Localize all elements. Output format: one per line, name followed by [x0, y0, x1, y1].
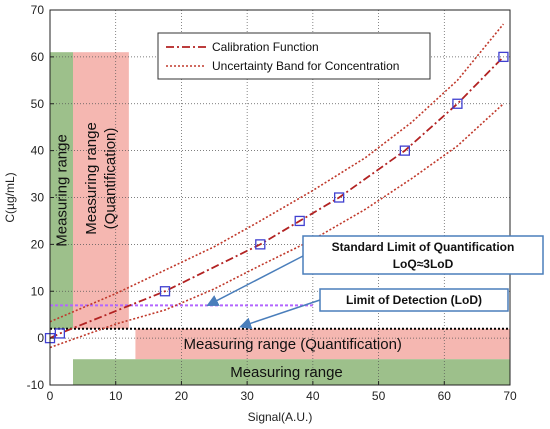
callout-lod-text: Limit of Detection (LoD) — [346, 293, 482, 307]
y-tick-label: 30 — [31, 191, 45, 205]
y-tick-label: 20 — [31, 237, 45, 251]
callout-loq-line2: LoQ≈3LoD — [393, 257, 454, 271]
region-labels: Measuring range Measuring range (Quantific… — [54, 122, 402, 381]
y-tick-label: 10 — [31, 284, 45, 298]
x-tick-label: 30 — [240, 389, 254, 403]
legend-label-uncertainty: Uncertainty Band for Concentration — [212, 59, 399, 73]
data-markers — [44, 51, 509, 344]
y-tick-label: 50 — [31, 97, 45, 111]
data-point — [333, 192, 345, 203]
uncertainty-band-upper — [49, 23, 505, 323]
y-axis-label: C(µg/mL) — [3, 172, 17, 222]
x-tick-label: 10 — [109, 389, 123, 403]
data-point — [294, 215, 305, 227]
region-label-vertical-quant-2: (Quantification) — [102, 128, 119, 230]
region-1 — [73, 52, 129, 329]
y-tick-label: 0 — [37, 331, 44, 345]
data-point — [255, 239, 266, 250]
region-3 — [135, 328, 510, 360]
series-lines — [49, 23, 505, 349]
x-tick-label: 0 — [47, 389, 54, 403]
y-tick-label: 40 — [31, 144, 45, 158]
x-tick-label: 60 — [438, 389, 452, 403]
callouts: Standard Limit of Quantification LoQ≈3LoD… — [206, 235, 544, 330]
region-label-vertical-measuring: Measuring range — [54, 134, 71, 247]
y-tick-label: 70 — [31, 3, 45, 17]
region-0 — [50, 52, 73, 329]
x-axis-label: Signal(A.U.) — [248, 410, 313, 424]
y-axis-ticks: -10 0 10 20 30 40 50 60 70 — [27, 3, 54, 392]
reference-lines — [50, 304, 510, 330]
callout-arrow-lod — [239, 299, 321, 330]
y-tick-label: -10 — [27, 378, 45, 392]
region-label-horizontal-measuring: Measuring range — [230, 364, 343, 381]
y-tick-label: 60 — [31, 50, 45, 64]
callout-arrow-loq — [206, 255, 304, 307]
data-point — [54, 328, 66, 339]
data-point — [159, 286, 171, 297]
data-point — [452, 98, 463, 109]
legend-box — [157, 32, 431, 80]
x-tick-label: 40 — [306, 389, 320, 403]
region-4 — [73, 359, 510, 385]
callout-loq-line1: Standard Limit of Quantification — [332, 240, 515, 254]
x-axis-ticks: 0 10 20 30 40 50 60 70 — [47, 381, 517, 403]
x-tick-label: 70 — [503, 389, 517, 403]
region-label-horizontal-quant: Measuring range (Quantification) — [183, 336, 401, 353]
x-tick-label: 50 — [372, 389, 386, 403]
measuring-range-regions — [50, 52, 510, 385]
calibration-function-line — [49, 56, 505, 339]
x-tick-label: 20 — [175, 389, 189, 403]
callout-box-loq — [302, 235, 544, 275]
legend-label-calibration: Calibration Function — [212, 40, 319, 54]
legend: Calibration Function Uncertainty Band for… — [157, 32, 431, 80]
data-point — [498, 51, 509, 63]
region-label-vertical-quant-1: Measuring range — [83, 122, 100, 235]
data-point — [399, 145, 411, 156]
